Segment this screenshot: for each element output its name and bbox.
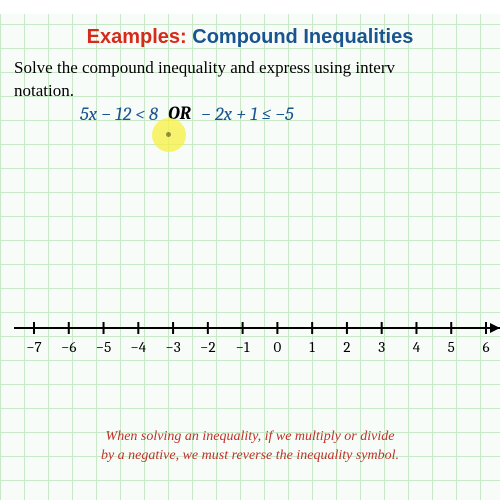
tick-label: −6 — [61, 338, 76, 356]
tick-label: 3 — [378, 338, 385, 356]
hint-line2: by a negative, we must reverse the inequ… — [101, 448, 399, 463]
tick-label: 5 — [448, 338, 455, 356]
highlight-cursor — [152, 118, 186, 152]
number-line: −7 −6 −5 −4 −3 −2 −1 0 1 2 3 4 5 6 — [14, 316, 500, 366]
tick-label: −3 — [165, 338, 180, 356]
prompt-text: Solve the compound inequality and expres… — [14, 57, 500, 103]
tick-label: 1 — [309, 338, 315, 356]
slide-content: Examples: Compound Inequalities Solve th… — [0, 0, 500, 500]
hint-text: When solving an inequality, if we multip… — [0, 428, 500, 466]
title-topic: Compound Inequalities — [192, 26, 413, 48]
tick-label: 4 — [413, 338, 421, 356]
tick-label: −7 — [26, 338, 41, 356]
slide-title: Examples: Compound Inequalities — [0, 26, 500, 49]
tick-label: 6 — [482, 338, 489, 356]
number-line-svg: −7 −6 −5 −4 −3 −2 −1 0 1 2 3 4 5 6 — [14, 316, 500, 366]
equation-left: 5x − 12 < 8 — [80, 103, 158, 125]
hint-line1: When solving an inequality, if we multip… — [106, 429, 395, 444]
tick-label: −2 — [200, 338, 215, 356]
title-examples: Examples: — [87, 26, 187, 48]
tick-label: −1 — [236, 338, 250, 356]
axis-arrow-right — [490, 323, 500, 333]
equation-right: − 2x + 1 ≤ −5 — [201, 103, 293, 125]
tick-label: 2 — [343, 338, 350, 356]
prompt-line2: notation. — [14, 81, 74, 100]
tick-label: −4 — [130, 338, 146, 356]
tick-label: 0 — [274, 338, 282, 356]
prompt-line1: Solve the compound inequality and expres… — [14, 58, 395, 77]
tick-label: −5 — [96, 338, 111, 356]
equation: 5x − 12 < 8 OR − 2x + 1 ≤ −5 — [80, 103, 500, 125]
